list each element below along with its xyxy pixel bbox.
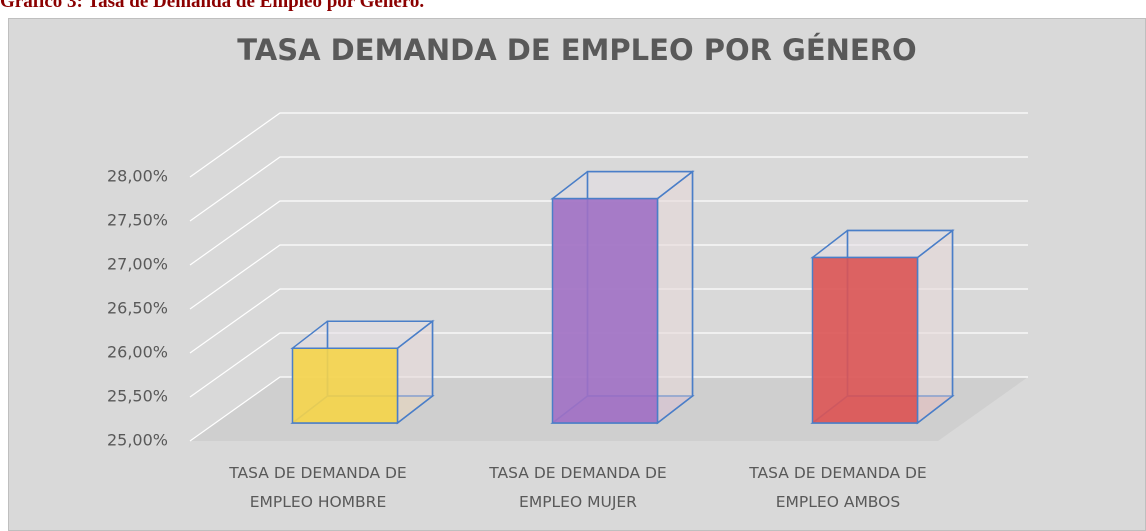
- y-tick-label: 25,50%: [107, 387, 168, 406]
- bar: [811, 256, 919, 424]
- bar-side: [656, 170, 694, 425]
- y-tick-label: 25,00%: [107, 431, 168, 450]
- grid-line: [189, 156, 1028, 222]
- grid-line: [189, 332, 1028, 398]
- y-tick-label: 26,50%: [107, 299, 168, 318]
- y-tick-label: 26,00%: [107, 343, 168, 362]
- grid-line: [189, 288, 1028, 354]
- chart-title: TASA DEMANDA DE EMPLEO POR GÉNERO: [237, 33, 916, 67]
- bar: [291, 347, 399, 424]
- bar-side: [916, 229, 954, 425]
- x-tick-label: TASA DE DEMANDA DE EMPLEO HOMBRE: [229, 464, 407, 511]
- x-tick-label: TASA DE DEMANDA DE EMPLEO MUJER: [489, 464, 667, 511]
- grid-line: [189, 112, 1028, 178]
- bar: [551, 197, 659, 424]
- y-tick-label: 28,00%: [107, 167, 168, 186]
- y-tick-label: 27,00%: [107, 255, 168, 274]
- grid-line: [189, 200, 1028, 266]
- x-tick-label: TASA DE DEMANDA DE EMPLEO AMBOS: [749, 464, 927, 511]
- grid-line: [189, 376, 1028, 442]
- grid-line: [189, 244, 1028, 310]
- y-tick-label: 27,50%: [107, 211, 168, 230]
- caption: Gráfico 3: Tasa de Demanda de Empleo por…: [0, 0, 425, 12]
